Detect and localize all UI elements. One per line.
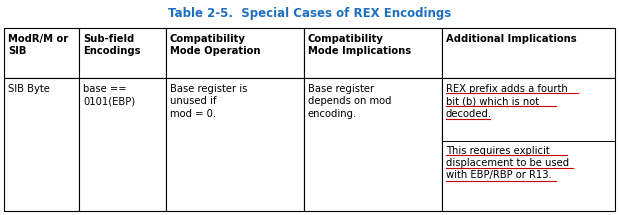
Text: Compatibility
Mode Operation: Compatibility Mode Operation [170,34,261,56]
Bar [304,78,442,211]
Text: Base register is
unused if
mod = 0.: Base register is unused if mod = 0. [170,84,248,119]
Bar [166,78,304,211]
Bar [304,28,442,78]
Text: Sub-field
Encodings: Sub-field Encodings [83,34,141,56]
Text: ModR/M or
SIB: ModR/M or SIB [8,34,68,56]
Text: Compatibility
Mode Implications: Compatibility Mode Implications [308,34,411,56]
Text: base ==
0101(EBP): base == 0101(EBP) [83,84,135,106]
Bar [79,28,166,78]
Text: This requires explicit
displacement to be used
with EBP/RBP or R13.: This requires explicit displacement to b… [446,146,569,180]
Bar [442,28,615,78]
Text: SIB Byte: SIB Byte [8,84,50,94]
Text: Base register
depends on mod
encoding.: Base register depends on mod encoding. [308,84,391,119]
Bar [166,28,304,78]
Text: REX prefix adds a fourth
bit (b) which is not
decoded.: REX prefix adds a fourth bit (b) which i… [446,84,568,119]
Bar [79,78,166,211]
Text: Additional Implications: Additional Implications [446,34,577,44]
Bar [4,28,79,78]
Bar [442,78,615,211]
Text: Table 2-5.  Special Cases of REX Encodings: Table 2-5. Special Cases of REX Encoding… [168,8,451,20]
Bar [4,78,79,211]
